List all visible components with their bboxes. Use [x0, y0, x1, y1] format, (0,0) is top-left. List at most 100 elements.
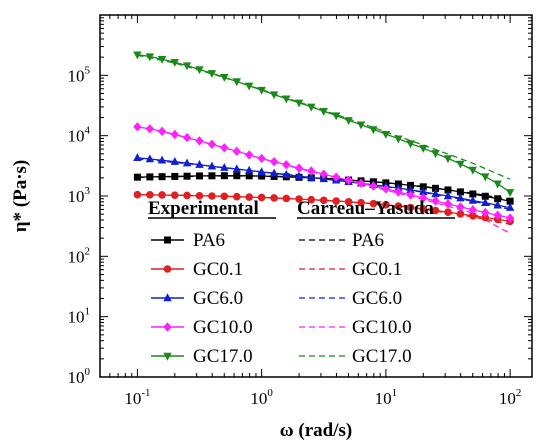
- x-tick-label-base: 10: [250, 389, 267, 408]
- legend-row-bg: [144, 225, 464, 249]
- y-tick-label-base: 10: [68, 66, 85, 85]
- data-point-PA6: [506, 197, 514, 205]
- data-point-GC17.0: [145, 53, 155, 62]
- data-point-GC6.0: [157, 155, 167, 164]
- experimental-series: [133, 51, 515, 226]
- data-point-PA6: [419, 183, 427, 191]
- data-point-PA6: [195, 172, 203, 180]
- data-point-GC10.0: [182, 132, 192, 143]
- data-point-GC10.0: [257, 153, 266, 164]
- y-tick-label-exp: 4: [85, 125, 91, 137]
- data-point-GC10.0: [356, 178, 366, 188]
- legend-exp-label: GC6.0: [193, 288, 243, 309]
- data-point-GC17.0: [431, 150, 440, 159]
- data-point-PA6: [481, 192, 489, 200]
- data-point-GC17.0: [133, 51, 142, 60]
- y-tick-label-exp: 1: [85, 306, 91, 318]
- data-point-GC6.0: [505, 202, 515, 211]
- data-point-PA6: [233, 172, 241, 180]
- y-tick-label-base: 10: [68, 187, 85, 206]
- y-tick-label: 101: [68, 306, 91, 327]
- data-point-GC6.0: [269, 168, 279, 177]
- data-point-GC0.1: [257, 193, 266, 202]
- series-GC0.1: [133, 190, 514, 226]
- legend-exp-label: PA6: [193, 230, 225, 251]
- data-point-GC0.1: [369, 199, 378, 208]
- data-point-PA6: [158, 173, 166, 181]
- data-point-GC6.0: [282, 170, 291, 178]
- data-point-PA6: [456, 188, 464, 196]
- data-point-GC0.1: [481, 213, 490, 222]
- legend-row-bg: [144, 312, 464, 336]
- data-point-GC0.1: [357, 198, 365, 207]
- data-point-GC17.0: [505, 189, 515, 198]
- data-point-GC10.0: [419, 193, 428, 203]
- data-point-GC17.0: [220, 74, 229, 82]
- data-point-GC17.0: [394, 135, 403, 144]
- data-point-GC6.0: [431, 189, 440, 198]
- data-point-GC6.0: [456, 193, 465, 202]
- legend-model-label: GC0.1: [352, 259, 402, 280]
- data-point-GC6.0: [244, 165, 254, 174]
- legend: Experimental Carreau–Yasuda PA6 PA6 GC0.1 G…: [144, 198, 464, 367]
- data-point-GC10.0: [394, 187, 403, 197]
- data-point-GC0.1: [208, 192, 216, 200]
- data-point-GC17.0: [307, 103, 316, 112]
- legend-header-experimental: Experimental: [148, 198, 259, 219]
- data-point-PA6: [133, 173, 141, 181]
- y-tick-label-exp: 3: [85, 185, 91, 197]
- data-point-GC17.0: [269, 91, 279, 100]
- data-point-PA6: [432, 184, 440, 192]
- data-point-GC0.1: [220, 192, 229, 201]
- legend-row-bg: [144, 283, 464, 307]
- data-point-GC10.0: [319, 169, 328, 179]
- data-point-GC10.0: [369, 181, 378, 191]
- y-tick-label-base: 10: [68, 127, 85, 146]
- data-point-GC6.0: [232, 164, 241, 173]
- data-point-GC6.0: [170, 157, 180, 165]
- data-point-GC10.0: [133, 122, 142, 132]
- data-point-GC10.0: [443, 199, 453, 209]
- y-tick-label-base: 10: [68, 308, 85, 327]
- x-tick-label: 101: [375, 387, 398, 408]
- y-axis-title: η* (Pa·s): [10, 160, 31, 233]
- data-point-GC0.1: [232, 192, 241, 201]
- y-tick-label-base: 10: [68, 247, 85, 266]
- data-point-PA6: [220, 172, 228, 180]
- data-point-GC17.0: [170, 59, 180, 67]
- x-tick-label-exp: 0: [267, 387, 273, 399]
- data-point-GC0.1: [270, 194, 278, 202]
- data-point-GC10.0: [244, 150, 254, 160]
- data-point-GC6.0: [195, 160, 204, 168]
- data-point-GC6.0: [419, 187, 428, 196]
- data-point-GC0.1: [295, 195, 303, 203]
- data-point-GC0.1: [146, 191, 154, 199]
- y-tick-label: 104: [68, 125, 91, 146]
- series-GC10.0: [133, 122, 515, 223]
- data-point-PA6: [146, 173, 154, 181]
- data-point-GC6.0: [133, 153, 142, 161]
- data-point-GC17.0: [195, 66, 204, 75]
- plot-frame: [99, 14, 533, 378]
- data-point-PA6: [469, 190, 477, 198]
- legend-exp-label: GC0.1: [193, 259, 243, 280]
- x-tick-label: 100: [250, 387, 273, 408]
- data-point-GC6.0: [220, 162, 229, 171]
- data-point-GC10.0: [157, 126, 167, 137]
- data-point-GC0.1: [469, 211, 477, 220]
- x-tick-label-exp: 1: [392, 387, 398, 399]
- data-point-GC10.0: [493, 210, 502, 220]
- data-point-GC0.1: [394, 202, 403, 210]
- data-point-GC10.0: [170, 129, 180, 140]
- data-point-GC10.0: [195, 136, 204, 146]
- legend-exp-label: GC10.0: [193, 317, 253, 338]
- data-point-GC6.0: [182, 158, 192, 167]
- data-point-PA6: [258, 172, 266, 180]
- legend-rows: PA6 PA6 GC0.1 GC0.1 GC6.0 GC6.0 GC10.0 GC10.0 GC…: [144, 225, 464, 367]
- data-point-GC0.1: [158, 191, 166, 199]
- data-point-GC17.0: [182, 62, 192, 71]
- x-tick-label-exp: 2: [516, 387, 522, 399]
- data-point-GC10.0: [207, 139, 217, 149]
- data-point-GC6.0: [468, 195, 478, 204]
